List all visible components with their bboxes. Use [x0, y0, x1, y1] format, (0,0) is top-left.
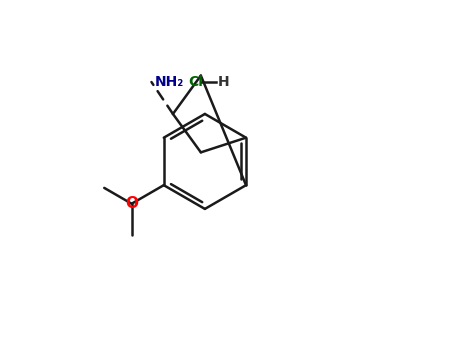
Text: NH₂: NH₂: [155, 75, 184, 89]
Text: H: H: [217, 75, 229, 89]
Text: O: O: [125, 196, 138, 211]
Text: Cl: Cl: [188, 75, 203, 89]
